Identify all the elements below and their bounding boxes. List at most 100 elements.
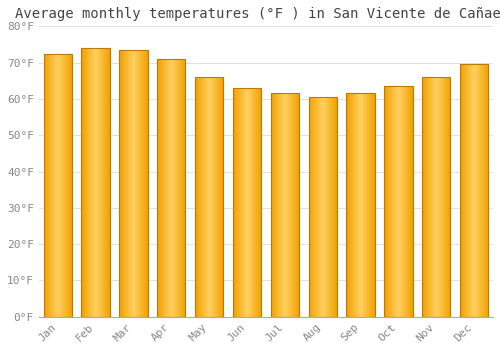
Bar [387, 86, 388, 317]
Bar [272, 93, 273, 317]
Bar [172, 59, 173, 317]
Bar [102, 48, 103, 317]
Bar [463, 64, 464, 317]
Bar [122, 50, 123, 317]
Bar [120, 50, 121, 317]
Bar [274, 93, 275, 317]
Bar [406, 86, 407, 317]
Bar [466, 64, 468, 317]
Bar [364, 93, 365, 317]
Bar [241, 88, 242, 317]
Bar [236, 88, 237, 317]
Bar [211, 77, 212, 317]
Bar [44, 54, 72, 317]
Bar [57, 54, 58, 317]
Bar [160, 59, 161, 317]
Bar [315, 97, 316, 317]
Bar [163, 59, 164, 317]
Bar [329, 97, 330, 317]
Bar [404, 86, 405, 317]
Bar [472, 64, 473, 317]
Bar [68, 54, 69, 317]
Bar [65, 54, 66, 317]
Bar [132, 50, 133, 317]
Bar [219, 77, 220, 317]
Bar [349, 93, 350, 317]
Bar [123, 50, 124, 317]
Bar [166, 59, 167, 317]
Bar [312, 97, 313, 317]
Bar [214, 77, 215, 317]
Bar [254, 88, 255, 317]
Bar [311, 97, 312, 317]
Bar [164, 59, 165, 317]
Bar [145, 50, 146, 317]
Bar [330, 97, 331, 317]
Bar [464, 64, 465, 317]
Bar [422, 77, 423, 317]
Bar [207, 77, 208, 317]
Bar [95, 48, 96, 317]
Bar [45, 54, 46, 317]
Bar [218, 77, 219, 317]
Bar [385, 86, 386, 317]
Bar [442, 77, 443, 317]
Bar [119, 50, 148, 317]
Bar [200, 77, 201, 317]
Bar [476, 64, 477, 317]
Bar [402, 86, 403, 317]
Bar [386, 86, 387, 317]
Bar [124, 50, 125, 317]
Bar [309, 97, 310, 317]
Bar [233, 88, 234, 317]
Bar [431, 77, 432, 317]
Bar [270, 93, 299, 317]
Bar [206, 77, 207, 317]
Bar [328, 97, 329, 317]
Bar [334, 97, 335, 317]
Bar [427, 77, 428, 317]
Bar [195, 77, 196, 317]
Bar [223, 77, 224, 317]
Bar [374, 93, 375, 317]
Bar [331, 97, 332, 317]
Bar [159, 59, 160, 317]
Bar [205, 77, 206, 317]
Bar [485, 64, 486, 317]
Bar [222, 77, 223, 317]
Bar [365, 93, 366, 317]
Bar [90, 48, 91, 317]
Bar [199, 77, 200, 317]
Bar [244, 88, 246, 317]
Bar [168, 59, 169, 317]
Bar [243, 88, 244, 317]
Bar [183, 59, 184, 317]
Bar [318, 97, 320, 317]
Bar [310, 97, 311, 317]
Bar [105, 48, 106, 317]
Bar [424, 77, 425, 317]
Bar [55, 54, 56, 317]
Bar [429, 77, 430, 317]
Bar [434, 77, 435, 317]
Bar [423, 77, 424, 317]
Bar [234, 88, 235, 317]
Bar [287, 93, 288, 317]
Bar [346, 93, 375, 317]
Bar [209, 77, 210, 317]
Bar [275, 93, 276, 317]
Bar [100, 48, 102, 317]
Bar [181, 59, 182, 317]
Bar [63, 54, 64, 317]
Bar [278, 93, 279, 317]
Bar [161, 59, 162, 317]
Bar [58, 54, 59, 317]
Bar [441, 77, 442, 317]
Bar [445, 77, 446, 317]
Bar [443, 77, 444, 317]
Bar [358, 93, 359, 317]
Bar [465, 64, 466, 317]
Bar [405, 86, 406, 317]
Bar [50, 54, 51, 317]
Bar [259, 88, 260, 317]
